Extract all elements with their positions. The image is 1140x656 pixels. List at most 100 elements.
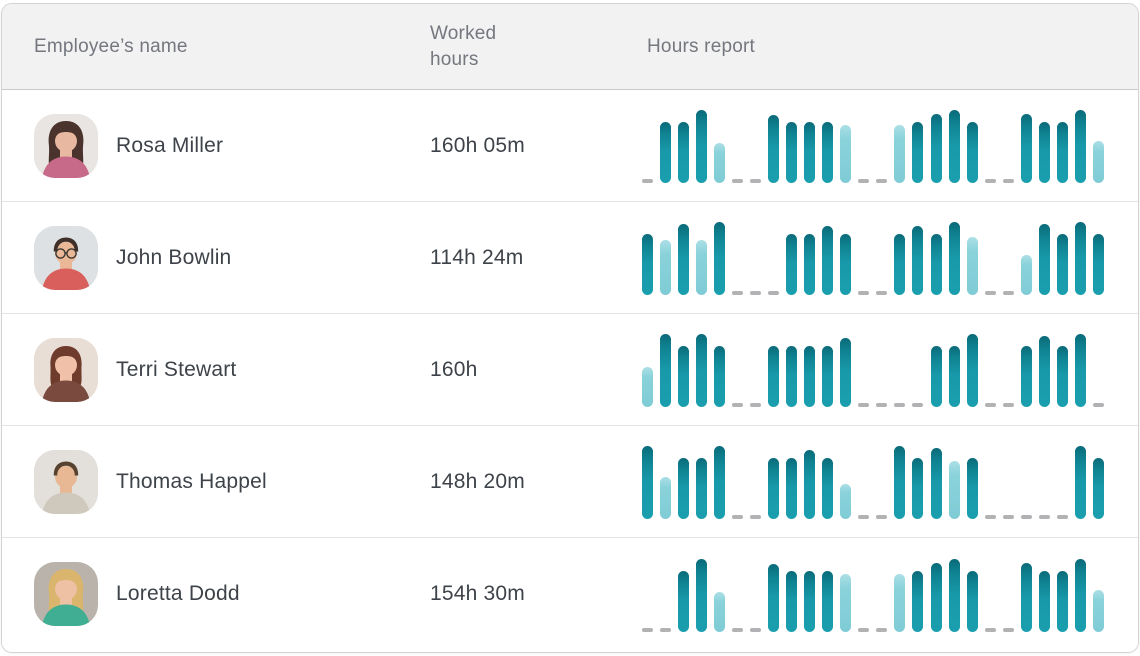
worked-day-bar <box>1092 141 1104 183</box>
day-off-dash <box>1002 402 1014 407</box>
employee-name: Thomas Happel <box>116 469 267 493</box>
worked-day-bar <box>804 346 816 407</box>
day-off-dash <box>876 627 888 632</box>
day-off-dash <box>984 290 996 295</box>
worked-day-bar <box>786 458 798 519</box>
employee-name: Loretta Dodd <box>116 582 240 605</box>
day-off-dash <box>750 290 762 295</box>
worked-hours-value: 114h 24m <box>430 245 524 269</box>
day-off-dash <box>1002 627 1014 632</box>
worked-day-bar <box>1074 222 1086 295</box>
employee-hours-table: Employee’s name Worked hours Hours repor… <box>1 3 1139 653</box>
worked-day-bar <box>1038 224 1050 295</box>
worked-day-bar <box>1092 234 1104 295</box>
worked-day-bar <box>948 559 960 632</box>
worked-day-bar <box>894 446 906 519</box>
worked-day-bar <box>948 110 960 183</box>
day-off-dash <box>1002 290 1014 295</box>
worked-day-bar <box>840 234 852 295</box>
employee-avatar <box>34 337 98 402</box>
worked-day-bar <box>966 571 978 632</box>
worked-day-bar <box>660 122 672 183</box>
employee-avatar <box>34 449 98 514</box>
worked-hours-value: 148h 20m <box>430 469 526 493</box>
worked-day-bar <box>1074 559 1086 632</box>
worked-day-bar <box>840 484 852 519</box>
worked-hours-value: 160h 05m <box>430 133 526 157</box>
hours-report-cell <box>642 334 1138 425</box>
worked-day-bar <box>696 110 708 183</box>
table-row[interactable]: Thomas Happel 148h 20m <box>2 426 1138 538</box>
worked-day-bar <box>1056 234 1068 295</box>
worked-day-bar <box>948 346 960 407</box>
worked-day-bar <box>948 461 960 519</box>
worked-day-bar <box>696 458 708 519</box>
employee-avatar <box>34 225 98 290</box>
worked-day-bar <box>1020 255 1032 295</box>
day-off-dash <box>768 290 780 295</box>
hours-chart <box>642 559 1104 632</box>
avatar-portrait-icon <box>34 113 98 178</box>
worked-day-bar <box>696 334 708 407</box>
worked-day-bar <box>1092 458 1104 519</box>
worked-day-bar <box>822 458 834 519</box>
day-off-dash <box>750 627 762 632</box>
table-row[interactable]: John Bowlin 114h 24m <box>2 202 1138 314</box>
worked-day-bar <box>804 122 816 183</box>
worked-day-bar <box>966 458 978 519</box>
table-row[interactable]: Terri Stewart 160h <box>2 314 1138 426</box>
worked-day-bar <box>1020 346 1032 407</box>
worked-day-bar <box>768 115 780 183</box>
day-off-dash <box>660 627 672 632</box>
hours-report-cell <box>642 446 1138 537</box>
day-off-dash <box>984 178 996 183</box>
table-row[interactable]: Rosa Miller 160h 05m <box>2 90 1138 202</box>
worked-day-bar <box>786 346 798 407</box>
day-off-dash <box>750 402 762 407</box>
day-off-dash <box>732 627 744 632</box>
hours-chart <box>642 110 1104 183</box>
day-off-dash <box>858 402 870 407</box>
worked-day-bar <box>966 334 978 407</box>
hours-report-cell <box>642 559 1138 650</box>
employee-avatar <box>34 562 98 626</box>
worked-day-bar <box>660 240 672 295</box>
day-off-dash <box>858 627 870 632</box>
worked-day-bar <box>678 346 690 407</box>
hours-chart <box>642 222 1104 295</box>
day-off-dash <box>642 178 653 183</box>
worked-day-bar <box>1020 563 1032 632</box>
worked-day-bar <box>696 240 708 295</box>
worked-day-bar <box>804 234 816 295</box>
table-row[interactable]: Loretta Dodd 154h 30m <box>2 538 1138 650</box>
employee-name: John Bowlin <box>116 245 232 269</box>
day-off-dash <box>1092 402 1104 407</box>
employee-cell: Rosa Miller <box>2 113 430 178</box>
worked-day-bar <box>930 448 942 519</box>
worked-day-bar <box>660 477 672 519</box>
worked-day-bar <box>714 592 726 632</box>
day-off-dash <box>1002 514 1014 519</box>
day-off-dash <box>876 290 888 295</box>
worked-day-bar <box>786 122 798 183</box>
worked-day-bar <box>822 346 834 407</box>
worked-day-bar <box>1074 110 1086 183</box>
worked-day-bar <box>948 222 960 295</box>
worked-day-bar <box>822 571 834 632</box>
avatar-portrait-icon <box>34 562 98 626</box>
column-header-worked-hours: Worked hours <box>430 22 497 70</box>
day-off-dash <box>1038 514 1050 519</box>
worked-day-bar <box>840 574 852 632</box>
day-off-dash <box>1056 514 1068 519</box>
worked-day-bar <box>1038 122 1050 183</box>
table-body: Rosa Miller 160h 05m John <box>2 90 1138 650</box>
worked-day-bar <box>642 446 653 519</box>
employee-cell: John Bowlin <box>2 225 430 290</box>
worked-day-bar <box>804 450 816 519</box>
worked-day-bar <box>894 234 906 295</box>
hours-report-cell <box>642 110 1138 201</box>
day-off-dash <box>876 402 888 407</box>
day-off-dash <box>858 514 870 519</box>
worked-day-bar <box>660 334 672 407</box>
hours-chart <box>642 334 1104 407</box>
